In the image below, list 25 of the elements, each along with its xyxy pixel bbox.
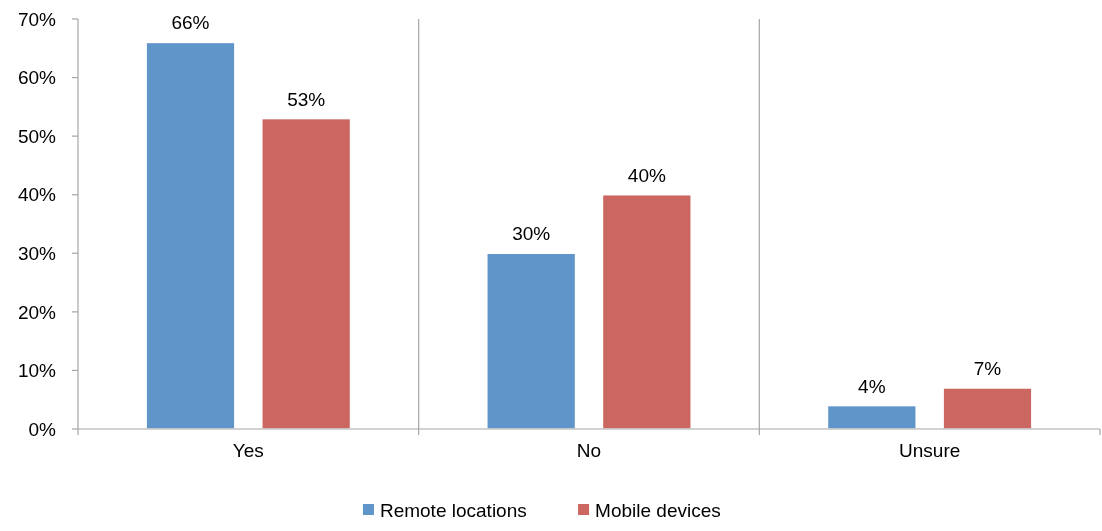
y-tick-label: 10%: [17, 360, 57, 382]
x-tick-label: No: [576, 440, 602, 462]
data-label: 40%: [627, 164, 666, 186]
legend-label: Mobile devices: [595, 500, 721, 521]
x-tick-label: Yes: [232, 440, 264, 462]
legend-label: Remote locations: [379, 500, 527, 521]
data-label: 30%: [512, 223, 551, 245]
bar: [942, 387, 1033, 430]
y-tick-label: 0%: [28, 418, 57, 440]
x-tick-label: Unsure: [899, 440, 961, 462]
y-tick-label: 30%: [17, 242, 57, 264]
data-label: 66%: [171, 12, 210, 34]
data-label: 4%: [858, 375, 886, 397]
bar: [601, 193, 692, 430]
y-tick-label: 60%: [17, 67, 57, 89]
y-tick-label: 70%: [17, 8, 57, 30]
data-label: 53%: [287, 88, 326, 110]
bar: [145, 41, 236, 430]
bar: [826, 404, 917, 430]
data-label: 7%: [973, 358, 1002, 379]
bar: [261, 117, 352, 430]
y-tick-label: 20%: [17, 301, 57, 323]
bar: [486, 252, 577, 430]
y-tick-label: 40%: [17, 184, 57, 206]
y-tick-label: 50%: [17, 125, 57, 147]
